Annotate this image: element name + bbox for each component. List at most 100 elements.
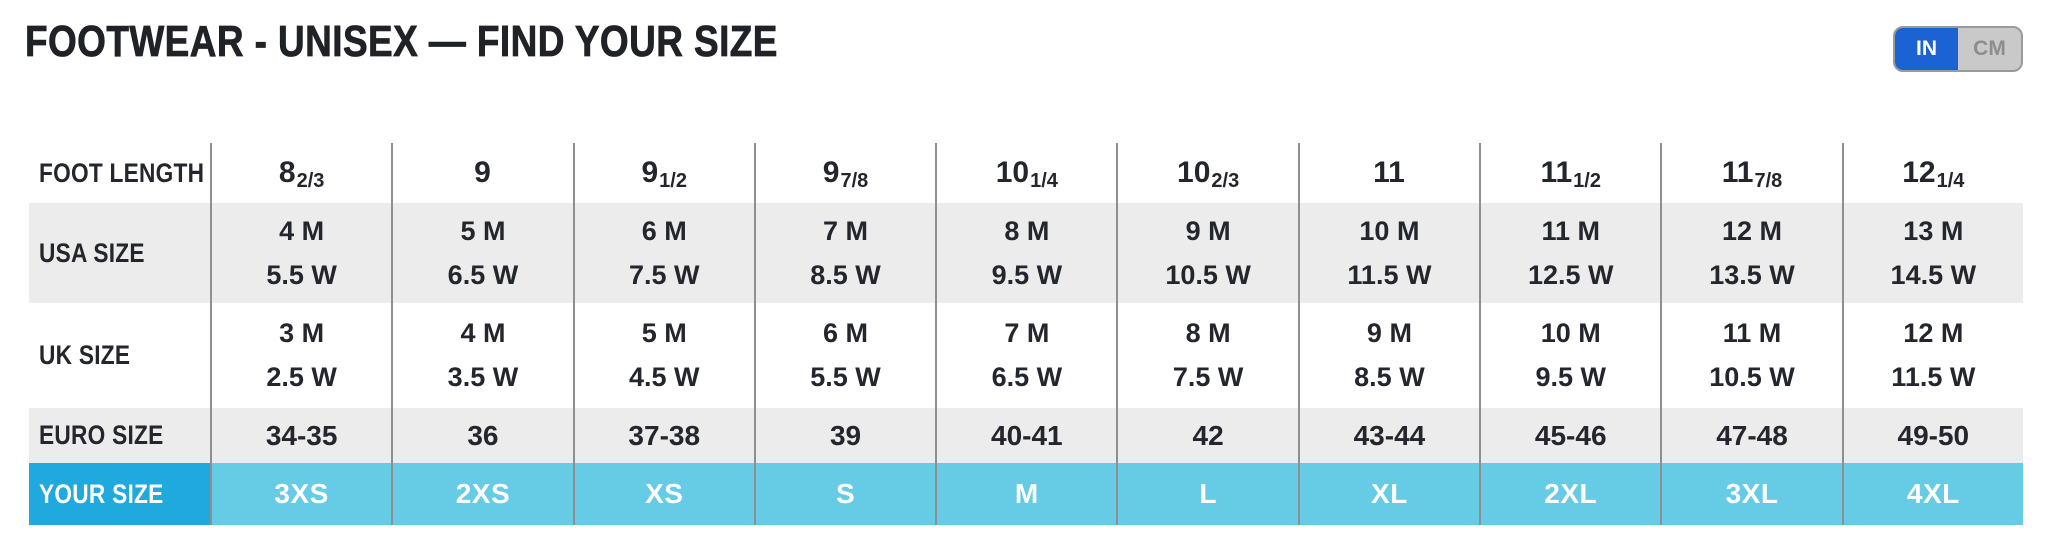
page-title: FOOTWEAR - UNISEX — FIND YOUR SIZE: [25, 17, 778, 67]
foot-length-fraction: 1/4: [1030, 170, 1058, 192]
foot-length-value: 11: [1373, 158, 1406, 188]
foot-length-fraction: 2/3: [1211, 170, 1240, 192]
unit-toggle-cm-button[interactable]: CM: [1958, 28, 2021, 70]
mens-size-value: 8 M: [1004, 215, 1050, 246]
womens-size-value: 11.5 W: [1347, 259, 1432, 290]
your-size-cell: 2XS: [393, 463, 575, 525]
your-size-cell: 3XS: [212, 463, 394, 525]
size-cell: 10 M 9.5 W: [1481, 303, 1663, 408]
size-cell: 11 7/8: [1662, 143, 1844, 203]
foot-length-value: 11 1/2: [1540, 156, 1601, 192]
foot-length-fraction: 1/2: [1573, 170, 1601, 192]
size-cell: 5 M 4.5 W: [575, 303, 756, 408]
size-cell: 45-46: [1481, 408, 1663, 463]
foot-length-value: 11 7/8: [1721, 156, 1783, 192]
foot-length-whole: 8: [278, 156, 296, 189]
size-cell: 12 M 13.5 W: [1662, 203, 1844, 303]
foot-length-fraction: 2/3: [296, 170, 325, 192]
mens-size-value: 11 M: [1541, 215, 1600, 246]
womens-size-value: 14.5 W: [1890, 259, 1977, 290]
size-cell: 11 M 12.5 W: [1481, 203, 1663, 303]
table-row-usa-size: USA SIZE 4 M 5.5 W 5 M 6.5 W 6 M 7.5 W 7 M 8.5 …: [29, 203, 2023, 303]
size-cell: 10 M 11.5 W: [1300, 203, 1482, 303]
row-label-uk-size: UK SIZE: [29, 303, 212, 408]
table-row-foot-length: FOOT LENGTH 8 2/3 9 9 1/2 9 7/8 10 1/4 10 2/3 11 11 1…: [29, 143, 2023, 203]
foot-length-value: 12 1/4: [1902, 156, 1964, 192]
mens-size-value: 12 M: [1722, 215, 1783, 246]
size-cell: 12 M 11.5 W: [1844, 303, 2023, 408]
size-cell: 11 M 10.5 W: [1662, 303, 1844, 408]
size-cell: 4 M 3.5 W: [393, 303, 575, 408]
size-cell: 43-44: [1300, 408, 1482, 463]
size-cell: 11 1/2: [1481, 143, 1663, 203]
womens-size-value: 7.5 W: [1172, 362, 1244, 392]
womens-size-value: 5.5 W: [810, 362, 881, 392]
mens-size-value: 9 M: [1185, 215, 1231, 246]
mens-size-value: 4 M: [460, 318, 506, 348]
mens-size-value: 10 M: [1540, 318, 1601, 348]
womens-size-value: 7.5 W: [628, 259, 700, 290]
size-cell: 8 2/3: [212, 143, 394, 203]
size-cell: 3 M 2.5 W: [212, 303, 394, 408]
your-size-cell: L: [1118, 463, 1300, 525]
row-label-text: UK SIZE: [39, 340, 131, 370]
unit-toggle-in-button[interactable]: IN: [1895, 28, 1958, 70]
size-table: FOOT LENGTH 8 2/3 9 9 1/2 9 7/8 10 1/4 10 2/3 11 11 1…: [29, 143, 2023, 525]
row-label-foot-length: FOOT LENGTH: [29, 143, 212, 203]
womens-size-value: 9.5 W: [1535, 362, 1606, 392]
mens-size-value: 6 M: [823, 318, 869, 348]
womens-size-value: 9.5 W: [991, 259, 1063, 290]
foot-length-whole: 9: [641, 156, 659, 189]
mens-size-value: 9 M: [1366, 318, 1412, 348]
womens-size-value: 4.5 W: [628, 362, 700, 392]
foot-length-fraction: 1/2: [659, 170, 687, 192]
womens-size-value: 11.5 W: [1891, 362, 1976, 392]
womens-size-value: 10.5 W: [1165, 259, 1251, 290]
size-cell: 9 M 10.5 W: [1118, 203, 1300, 303]
mens-size-value: 6 M: [641, 215, 687, 246]
mens-size-value: 5 M: [460, 215, 506, 246]
foot-length-whole: 10: [1177, 156, 1211, 189]
size-cell: 6 M 7.5 W: [575, 203, 756, 303]
foot-length-whole: 10: [995, 156, 1030, 189]
mens-size-value: 13 M: [1903, 215, 1964, 246]
size-cell: 8 M 7.5 W: [1118, 303, 1300, 408]
size-cell: 6 M 5.5 W: [756, 303, 938, 408]
mens-size-value: 4 M: [279, 215, 325, 246]
your-size-cell: XS: [574, 463, 756, 525]
size-cell: 9 7/8: [756, 143, 938, 203]
foot-length-value: 10 2/3: [1177, 156, 1240, 192]
row-label-text: USA SIZE: [39, 237, 145, 268]
size-cell: 36: [393, 408, 575, 463]
your-size-cell: 3XL: [1662, 463, 1844, 525]
foot-length-whole: 12: [1902, 156, 1936, 189]
foot-length-whole: 11: [1373, 156, 1405, 189]
foot-length-value: 8 2/3: [278, 156, 325, 192]
foot-length-whole: 11: [1540, 156, 1573, 189]
womens-size-value: 13.5 W: [1709, 259, 1795, 290]
your-size-cell: 4XL: [1843, 463, 2023, 525]
size-cell: 8 M 9.5 W: [937, 203, 1119, 303]
row-label-euro-size: EURO SIZE: [29, 408, 212, 463]
size-cell: 7 M 8.5 W: [756, 203, 938, 303]
womens-size-value: 6.5 W: [991, 362, 1063, 392]
size-cell: 40-41: [937, 408, 1119, 463]
row-label-text: FOOT LENGTH: [39, 157, 205, 188]
your-size-cell: XL: [1299, 463, 1482, 525]
foot-length-whole: 11: [1721, 156, 1754, 189]
table-row-euro-size: EURO SIZE 34-35 36 37-38 39 40-41 42 43-44 45-4…: [29, 408, 2023, 463]
row-label-usa-size: USA SIZE: [29, 203, 212, 303]
womens-size-value: 8.5 W: [1354, 362, 1425, 392]
table-row-your-size: YOUR SIZE 3XS 2XS XS S M L XL 2XL 3XL 4XL: [29, 463, 2023, 525]
womens-size-value: 3.5 W: [447, 362, 519, 392]
size-cell: 13 M 14.5 W: [1844, 203, 2023, 303]
size-cell: 5 M 6.5 W: [393, 203, 575, 303]
womens-size-value: 5.5 W: [266, 259, 337, 290]
size-cell: 9: [393, 143, 575, 203]
size-cell: 39: [756, 408, 938, 463]
mens-size-value: 11 M: [1722, 318, 1782, 348]
womens-size-value: 12.5 W: [1527, 259, 1614, 290]
size-cell: 34-35: [212, 408, 394, 463]
size-cell: 49-50: [1897, 419, 1970, 451]
foot-length-value: 9: [474, 158, 492, 188]
